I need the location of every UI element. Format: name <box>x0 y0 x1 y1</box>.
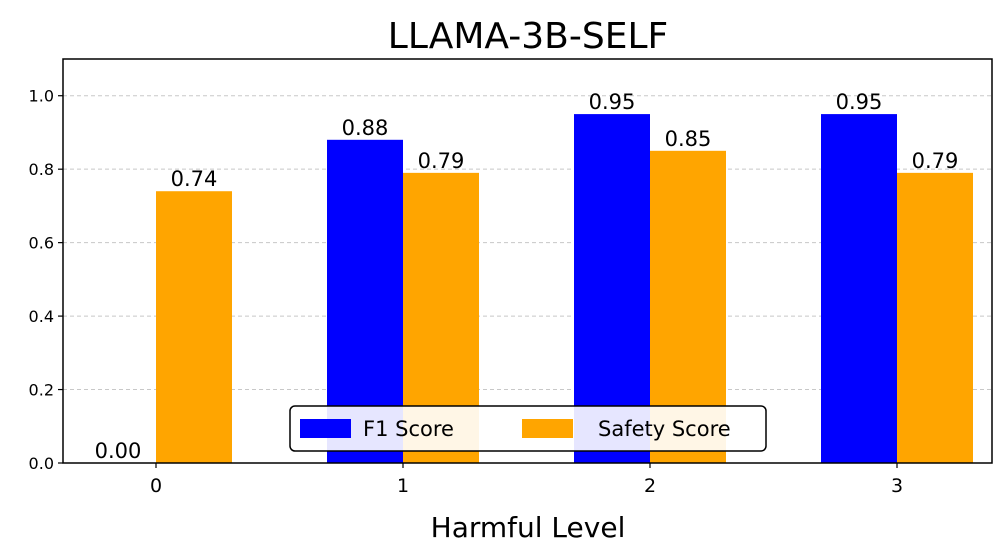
x-axis: 0 1 2 3 <box>150 463 903 497</box>
legend-label: Safety Score <box>598 417 731 441</box>
legend: F1 Score Safety Score <box>289 405 767 452</box>
legend-label: F1 Score <box>363 417 454 441</box>
y-tick-label: 1.0 <box>29 87 54 106</box>
y-tick-label: 0.6 <box>29 234 54 253</box>
data-label: 0.85 <box>665 127 712 151</box>
data-label: 0.88 <box>342 116 389 140</box>
bars <box>156 114 973 464</box>
data-label: 0.95 <box>589 90 636 114</box>
data-label: 0.95 <box>836 90 883 114</box>
legend-swatch <box>522 419 573 438</box>
y-tick-label: 0.8 <box>29 160 54 179</box>
x-axis-label: Harmful Level <box>431 511 626 544</box>
x-tick-label: 0 <box>150 475 162 497</box>
bar-f1-score <box>821 114 897 463</box>
x-tick-label: 1 <box>397 475 409 497</box>
data-label: 0.79 <box>912 149 959 173</box>
y-tick-label: 0.0 <box>29 454 54 473</box>
y-tick-label: 0.4 <box>29 307 54 326</box>
data-label: 0.79 <box>418 149 465 173</box>
plot-frame <box>62 58 993 464</box>
y-tick-label: 0.2 <box>29 381 54 400</box>
data-label: 0.00 <box>95 439 142 463</box>
x-tick-label: 2 <box>644 475 656 497</box>
bar-safety-score <box>897 172 973 463</box>
bar-safety-score <box>156 191 232 463</box>
bar-f1-score <box>574 114 650 463</box>
legend-swatch <box>300 419 351 438</box>
value-labels: 0.00 0.88 0.95 0.95 0.74 0.79 0.85 0.79 <box>95 90 959 463</box>
x-tick-label: 3 <box>891 475 903 497</box>
y-axis: 0.0 0.2 0.4 0.6 0.8 1.0 <box>29 87 63 473</box>
data-label: 0.74 <box>171 167 218 191</box>
chart-title: LLAMA-3B-SELF <box>388 16 668 57</box>
